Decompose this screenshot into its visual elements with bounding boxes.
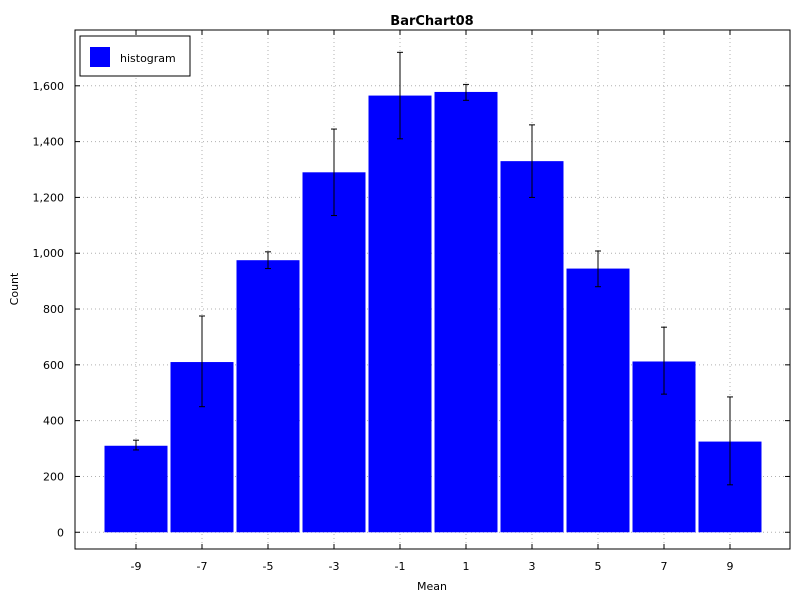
y-axis-ticks: 0 200 400 600 800 1,000 1,200 1,400 1,600	[33, 80, 790, 539]
y-tick-label: 400	[43, 415, 64, 428]
y-tick-label: 800	[43, 303, 64, 316]
x-tick-label: 1	[463, 560, 470, 573]
y-tick-label: 1,200	[33, 191, 65, 204]
bar	[434, 91, 498, 533]
y-tick-label: 1,400	[33, 136, 65, 149]
y-tick-label: 0	[57, 526, 64, 539]
legend-swatch	[90, 47, 110, 67]
x-tick-label: -5	[263, 560, 274, 573]
chart-title: BarChart08	[390, 14, 473, 29]
bar	[236, 260, 300, 533]
bars	[104, 91, 762, 533]
y-axis-label: Count	[8, 272, 21, 305]
bar	[302, 172, 366, 533]
x-axis-label: Mean	[417, 580, 447, 593]
x-tick-label: 9	[727, 560, 734, 573]
x-tick-label: -1	[395, 560, 406, 573]
legend-label: histogram	[120, 52, 176, 65]
x-tick-label: 7	[661, 560, 668, 573]
bar	[368, 95, 432, 533]
bar	[500, 161, 564, 533]
bar	[104, 445, 168, 533]
y-tick-label: 200	[43, 470, 64, 483]
x-tick-label: -3	[329, 560, 340, 573]
x-axis-ticks: -9 -7 -5 -3 -1 1 3 5 7 9	[131, 30, 734, 573]
bar	[566, 268, 630, 533]
x-tick-label: -7	[197, 560, 208, 573]
error-bars	[133, 51, 733, 486]
legend: histogram	[79, 35, 191, 77]
y-tick-label: 1,000	[33, 247, 65, 260]
y-tick-label: 600	[43, 359, 64, 372]
x-tick-label: 5	[595, 560, 602, 573]
x-tick-label: 3	[529, 560, 536, 573]
y-tick-label: 1,600	[33, 80, 65, 93]
x-tick-label: -9	[131, 560, 142, 573]
plot-frame	[74, 29, 791, 550]
